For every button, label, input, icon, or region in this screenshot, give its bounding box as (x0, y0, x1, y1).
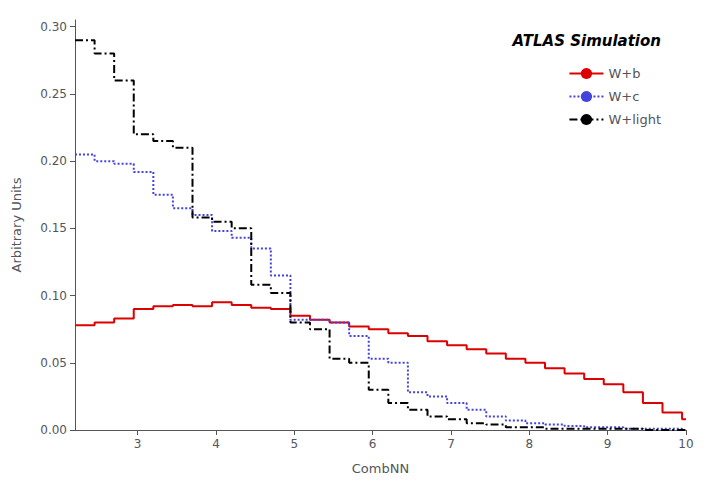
svg-text:0.15: 0.15 (40, 221, 67, 235)
svg-text:0.20: 0.20 (40, 154, 67, 168)
svg-text:3: 3 (134, 437, 142, 451)
svg-text:9: 9 (604, 437, 612, 451)
svg-text:6: 6 (369, 437, 377, 451)
svg-text:7: 7 (447, 437, 455, 451)
svg-text:CombNN: CombNN (352, 461, 409, 476)
svg-text:8: 8 (526, 437, 534, 451)
svg-text:0.05: 0.05 (40, 356, 67, 370)
svg-text:Arbitrary Units: Arbitrary Units (9, 177, 24, 272)
svg-text:0.10: 0.10 (40, 289, 67, 303)
svg-text:W+light: W+light (608, 112, 661, 127)
svg-text:ATLAS Simulation: ATLAS Simulation (512, 32, 661, 50)
svg-text:W+c: W+c (608, 89, 639, 104)
svg-text:4: 4 (212, 437, 220, 451)
svg-text:0.30: 0.30 (40, 20, 67, 34)
svg-text:0.00: 0.00 (40, 423, 67, 437)
svg-text:W+b: W+b (608, 66, 640, 81)
svg-text:10: 10 (678, 437, 693, 451)
svg-text:0.25: 0.25 (40, 87, 67, 101)
svg-text:5: 5 (291, 437, 299, 451)
